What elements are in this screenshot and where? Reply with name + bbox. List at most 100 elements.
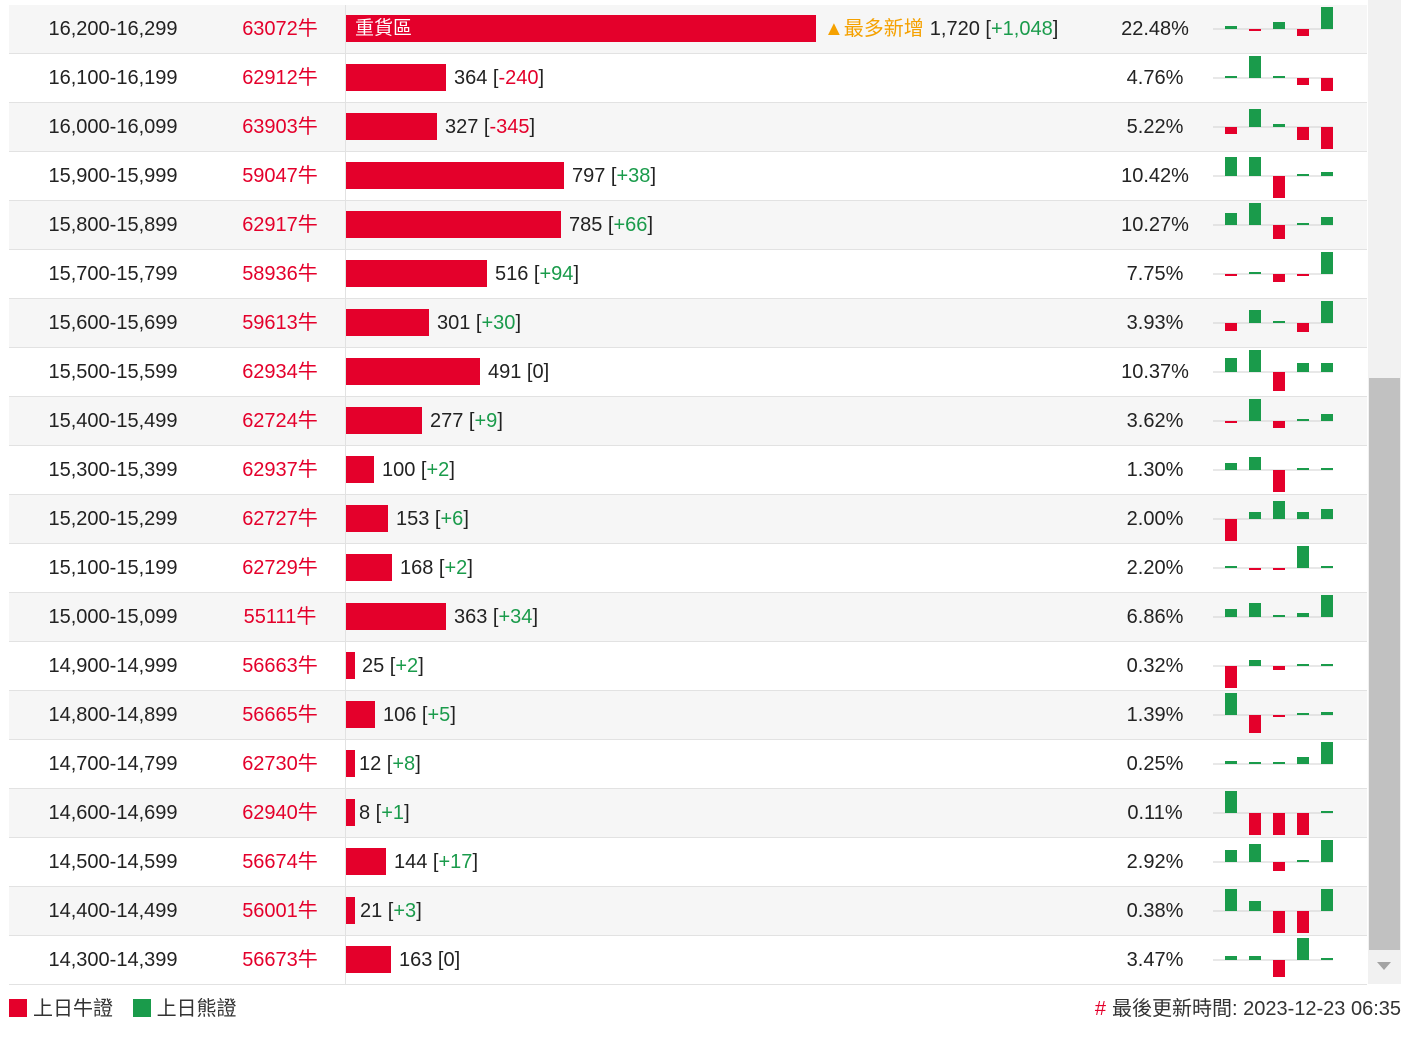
strike-range: 16,000-16,099	[48, 116, 178, 138]
sparkline-bar	[1321, 664, 1333, 666]
cbbc-code-link[interactable]: 56674牛	[217, 838, 343, 886]
table-row[interactable]: 15,700-15,799 58936牛 516 [+94] 7.75%	[9, 250, 1367, 299]
sparkline-bar	[1225, 26, 1237, 29]
table-row[interactable]: 14,300-14,399 56673牛 163 [0] 3.47%	[9, 936, 1367, 985]
cbbc-code-link[interactable]: 56001牛	[217, 887, 343, 935]
legend-bull-label: 上日牛證	[33, 998, 113, 1020]
table-row[interactable]: 15,200-15,299 62727牛 153 [+6] 2.00%	[9, 495, 1367, 544]
cbbc-code-link[interactable]: 63903牛	[217, 103, 343, 151]
table-row[interactable]: 14,400-14,499 56001牛 21 [+3] 0.38%	[9, 887, 1367, 936]
table-row[interactable]: 14,900-14,999 56663牛 25 [+2] 0.32%	[9, 642, 1367, 691]
outstanding-value: 797 [+38]	[572, 165, 656, 187]
bear-swatch-icon	[132, 999, 151, 1017]
percentage: 0.25%	[1126, 753, 1184, 775]
cbbc-code-link[interactable]: 62917牛	[217, 201, 343, 249]
outstanding-count: 277	[430, 410, 464, 432]
cbbc-code-link[interactable]: 56673牛	[217, 936, 343, 984]
cbbc-code-link[interactable]: 58936牛	[217, 250, 343, 298]
sparkline-bar	[1249, 603, 1261, 617]
strike-range: 15,200-15,299	[48, 508, 178, 530]
cbbc-code-link[interactable]: 62934牛	[217, 348, 343, 396]
percentage: 10.42%	[1121, 165, 1189, 187]
sparkline-bar	[1297, 78, 1309, 85]
outstanding-count: 1,720	[929, 18, 980, 40]
sparkline-bar	[1297, 274, 1309, 276]
outstanding-bar	[346, 211, 561, 238]
cbbc-code-link[interactable]: 62729牛	[217, 544, 343, 592]
table-row[interactable]: 15,900-15,999 59047牛 797 [+38] 10.42%	[9, 152, 1367, 201]
sparkline-bar	[1225, 157, 1237, 176]
outstanding-count: 301	[437, 312, 471, 334]
table-row[interactable]: 16,000-16,099 63903牛 327 [-345] 5.22%	[9, 103, 1367, 152]
percentage: 7.75%	[1126, 263, 1184, 285]
cbbc-code-link[interactable]: 62912牛	[217, 54, 343, 102]
percentage: 0.11%	[1127, 802, 1183, 824]
legend-item-bear: 上日熊證	[132, 994, 237, 1024]
sparkline-bar	[1225, 850, 1237, 862]
sparkline-bar	[1225, 358, 1237, 372]
cbbc-code-link[interactable]: 55111牛	[217, 593, 343, 641]
table-row[interactable]: 14,500-14,599 56674牛 144 [+17] 2.92%	[9, 838, 1367, 887]
table-row[interactable]: 14,700-14,799 62730牛 12 [+8] 0.25%	[9, 740, 1367, 789]
scrollbar[interactable]	[1368, 0, 1401, 984]
percentage: 1.30%	[1126, 459, 1184, 481]
sparkline-bar	[1297, 757, 1309, 764]
last-updated-label: 最後更新時間: 2023-12-23 06:35	[1111, 998, 1401, 1020]
cbbc-code-link[interactable]: 63072牛	[217, 5, 343, 53]
cbbc-code-link[interactable]: 62727牛	[217, 495, 343, 543]
table-row[interactable]: 15,600-15,699 59613牛 301 [+30] 3.93%	[9, 299, 1367, 348]
table-row[interactable]: 15,800-15,899 62917牛 785 [+66] 10.27%	[9, 201, 1367, 250]
daily-change: +30	[481, 312, 516, 334]
daily-change: +2	[426, 459, 450, 481]
sparkline-bar	[1249, 350, 1261, 372]
cbbc-code-link[interactable]: 56665牛	[217, 691, 343, 739]
sparkline-bar	[1297, 813, 1309, 835]
cbbc-code-link[interactable]: 59613牛	[217, 299, 343, 347]
table-row[interactable]: 15,300-15,399 62937牛 100 [+2] 1.30%	[9, 446, 1367, 495]
sparkline-bar	[1321, 363, 1333, 372]
table-row[interactable]: 15,500-15,599 62934牛 491 [0] 10.37%	[9, 348, 1367, 397]
cbbc-code-link[interactable]: 62940牛	[217, 789, 343, 837]
cbbc-code-link[interactable]: 59047牛	[217, 152, 343, 200]
cbbc-code-link[interactable]: 56663牛	[217, 642, 343, 690]
outstanding-value: 785 [+66]	[569, 214, 653, 236]
daily-change: -345	[489, 116, 530, 138]
cbbc-code-link[interactable]: 62937牛	[217, 446, 343, 494]
strike-range: 15,700-15,799	[48, 263, 178, 285]
outstanding-value: 106 [+5]	[383, 704, 456, 726]
table-row[interactable]: 16,100-16,199 62912牛 364 [-240] 4.76%	[9, 54, 1367, 103]
sparkline-bar	[1297, 174, 1309, 176]
sparkline-bar	[1225, 76, 1237, 78]
history-sparkline	[1213, 546, 1333, 570]
table-row[interactable]: 15,100-15,199 62729牛 168 [+2] 2.20%	[9, 544, 1367, 593]
outstanding-bar	[346, 848, 386, 875]
outstanding-count: 163	[399, 949, 433, 971]
sparkline-bar	[1321, 811, 1333, 813]
outstanding-bar	[346, 358, 480, 385]
table-row[interactable]: 14,800-14,899 56665牛 106 [+5] 1.39%	[9, 691, 1367, 740]
sparkline-bar	[1249, 844, 1261, 862]
table-row[interactable]: 16,200-16,299 63072牛 重貨區 ▲最多新增 1,720 [+1,048…	[9, 5, 1367, 54]
sparkline-bar	[1225, 519, 1237, 541]
table-row[interactable]: 14,600-14,699 62940牛 8 [+1] 0.11%	[9, 789, 1367, 838]
history-sparkline	[1213, 252, 1333, 282]
outstanding-bar-cell: 12 [+8]	[345, 740, 1076, 788]
history-sparkline	[1213, 693, 1333, 733]
outstanding-count: 100	[382, 459, 416, 481]
chevron-down-icon[interactable]	[1377, 962, 1391, 970]
percentage: 3.47%	[1126, 949, 1184, 971]
outstanding-bar-cell: 797 [+38]	[345, 152, 1076, 200]
sparkline-bar	[1297, 323, 1309, 332]
sparkline-bar	[1249, 512, 1261, 519]
history-sparkline	[1213, 301, 1333, 332]
table-row[interactable]: 15,400-15,499 62724牛 277 [+9] 3.62%	[9, 397, 1367, 446]
sparkline-bar	[1225, 791, 1237, 813]
daily-change: +1,048	[990, 18, 1053, 40]
cbbc-code-link[interactable]: 62730牛	[217, 740, 343, 788]
strike-range: 15,400-15,499	[48, 410, 178, 432]
strike-range: 14,300-14,399	[48, 949, 178, 971]
scrollbar-thumb[interactable]	[1369, 378, 1400, 950]
cbbc-code-link[interactable]: 62724牛	[217, 397, 343, 445]
table-row[interactable]: 15,000-15,099 55111牛 363 [+34] 6.86%	[9, 593, 1367, 642]
sparkline-bar	[1273, 470, 1285, 492]
